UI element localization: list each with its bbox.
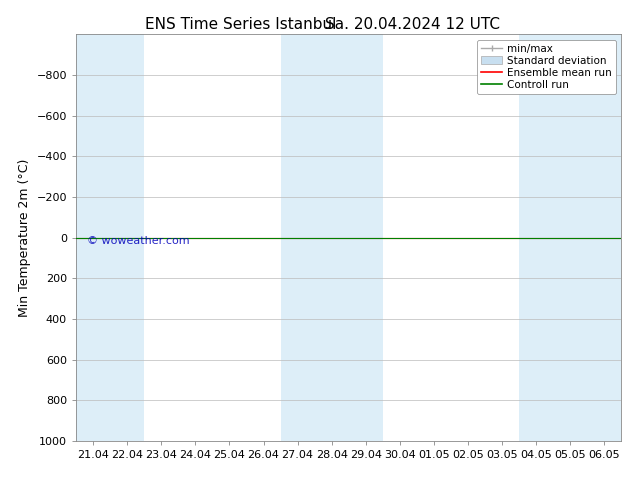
Bar bbox=[76, 34, 144, 441]
Text: ENS Time Series Istanbul: ENS Time Series Istanbul bbox=[145, 17, 337, 32]
Bar bbox=[519, 34, 621, 441]
Text: © woweather.com: © woweather.com bbox=[87, 236, 190, 245]
Bar bbox=[280, 34, 383, 441]
Text: Sa. 20.04.2024 12 UTC: Sa. 20.04.2024 12 UTC bbox=[325, 17, 500, 32]
Y-axis label: Min Temperature 2m (°C): Min Temperature 2m (°C) bbox=[18, 158, 31, 317]
Legend: min/max, Standard deviation, Ensemble mean run, Controll run: min/max, Standard deviation, Ensemble me… bbox=[477, 40, 616, 94]
